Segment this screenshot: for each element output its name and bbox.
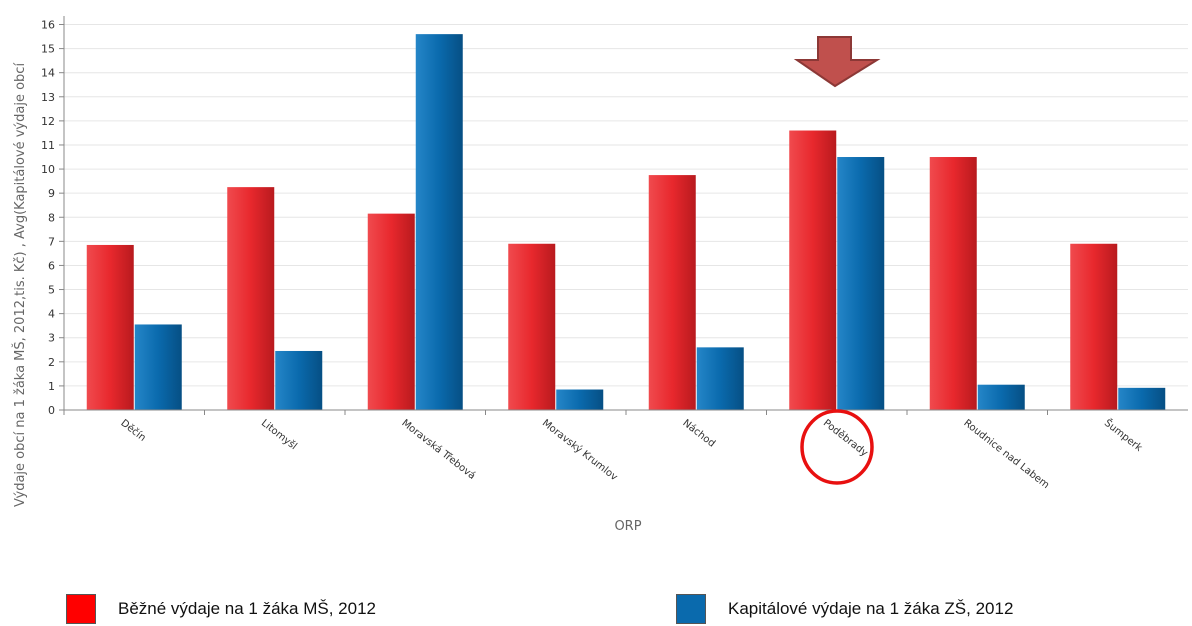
y-tick-label: 12	[41, 115, 55, 128]
bar-kapitalove-vydaje	[134, 324, 182, 410]
legend-label-kapitalove: Kapitálové výdaje na 1 žáka ZŠ, 2012	[728, 599, 1014, 618]
y-tick-label: 3	[48, 332, 55, 345]
legend-label-bezne: Běžné výdaje na 1 žáka MŠ, 2012	[118, 599, 376, 618]
bar-kapitalove-vydaje	[696, 347, 744, 410]
y-tick-label: 8	[48, 211, 55, 224]
bar-bezne-vydaje	[1070, 243, 1118, 410]
bar-kapitalove-vydaje	[1118, 387, 1166, 410]
bar-kapitalove-vydaje	[556, 389, 604, 410]
y-tick-label: 0	[48, 404, 55, 417]
bar-kapitalove-vydaje	[977, 384, 1025, 410]
x-tick-label: Náchod	[680, 417, 717, 450]
x-axis-labels: Děčín Litomyšl Moravská Třebová Moravský Kr…	[63, 410, 1145, 491]
legend-swatch-red	[66, 594, 96, 624]
x-tick-label: Děčín	[118, 417, 148, 444]
bar-bezne-vydaje	[648, 175, 696, 410]
x-tick-label: Moravská Třebová	[399, 417, 477, 482]
y-tick-label: 10	[41, 163, 55, 176]
x-tick-label: Litomyšl	[259, 417, 300, 452]
y-tick-label: 7	[48, 235, 55, 248]
bar-bezne-vydaje	[789, 130, 837, 410]
y-tick-label: 15	[41, 43, 55, 56]
y-tick-label: 6	[48, 259, 55, 272]
bar-kapitalove-vydaje	[275, 350, 323, 410]
down-arrow-icon	[793, 36, 881, 88]
x-tick-label: Roudnice nad Labem	[961, 418, 1051, 491]
y-tick-label: 2	[48, 356, 55, 369]
bar-kapitalove-vydaje	[415, 34, 463, 410]
legend-item-bezne: Běžné výdaje na 1 žáka MŠ, 2012	[66, 594, 376, 624]
y-tick-label: 1	[48, 380, 55, 393]
y-tick-label: 16	[41, 19, 55, 32]
legend-item-kapitalove: Kapitálové výdaje na 1 žáka ZŠ, 2012	[676, 594, 1013, 624]
bar-bezne-vydaje	[367, 213, 415, 410]
bar-bezne-vydaje	[227, 187, 275, 410]
x-axis-title: ORP	[614, 519, 641, 534]
y-tick-label: 9	[48, 187, 55, 200]
y-tick-label: 11	[41, 139, 55, 152]
y-tick-label: 5	[48, 284, 55, 297]
x-tick-label: Moravský Krumlov	[540, 417, 620, 483]
bar-bezne-vydaje	[508, 243, 556, 410]
bars	[86, 34, 1166, 410]
bar-bezne-vydaje	[929, 157, 977, 410]
y-axis-title: Výdaje obcí na 1 žáka MŠ, 2012,tis. Kč) …	[12, 63, 28, 507]
legend-swatch-blue	[676, 594, 706, 624]
y-tick-label: 13	[41, 91, 55, 104]
bar-kapitalove-vydaje	[837, 157, 885, 410]
bar-bezne-vydaje	[86, 244, 134, 410]
highlight-circle	[800, 409, 874, 485]
x-tick-label: Šumperk	[1102, 416, 1145, 454]
y-tick-label: 14	[41, 67, 55, 80]
y-tick-label: 4	[48, 308, 55, 321]
